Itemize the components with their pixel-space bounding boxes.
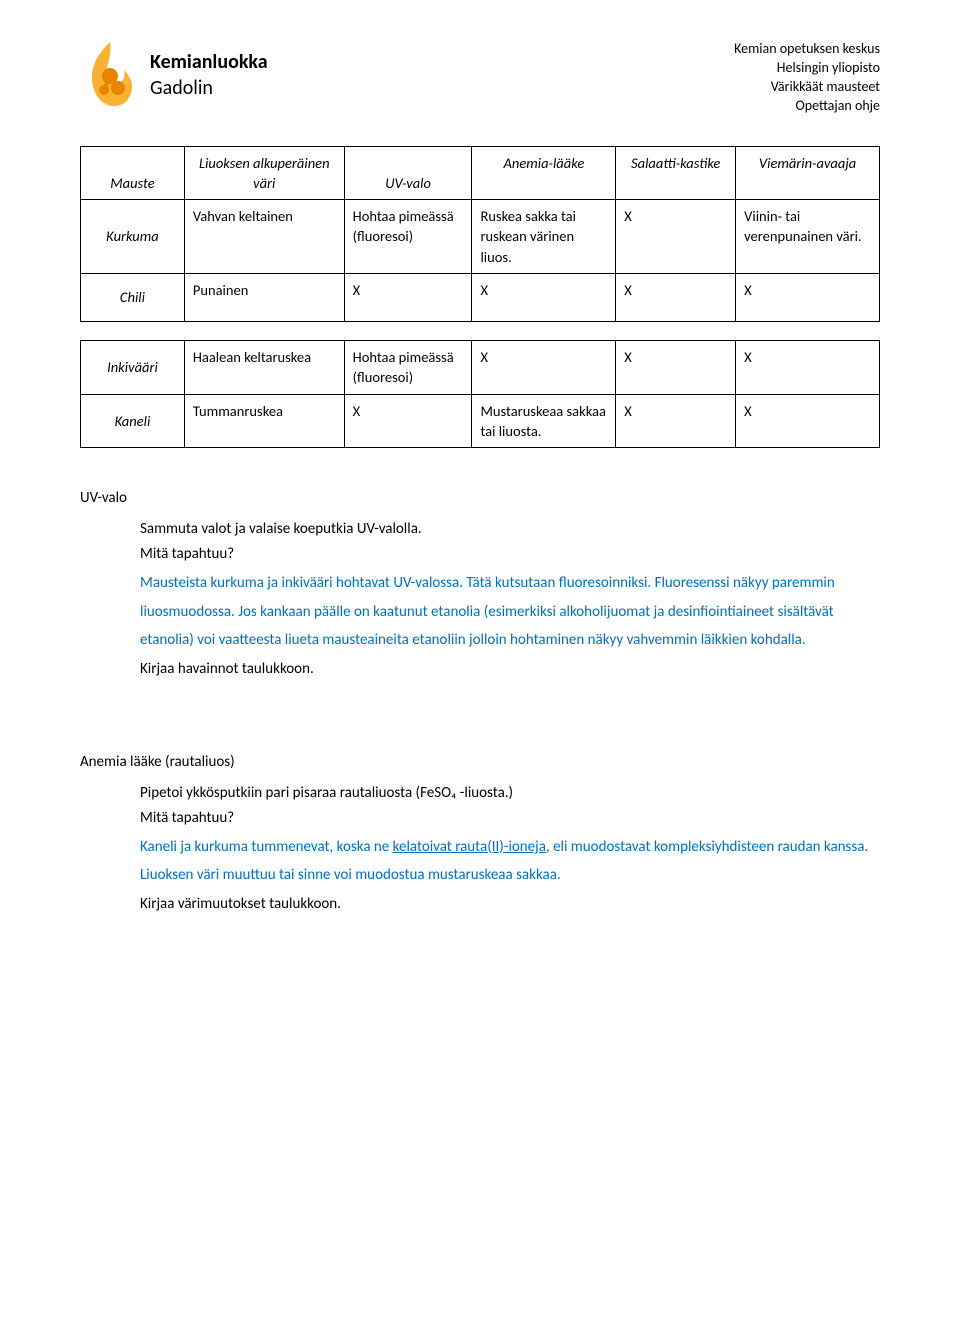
cell: X [472, 341, 616, 395]
col-header: Viemärin-avaaja [736, 146, 880, 200]
anemia-p1: Pipetoi ykkösputkiin pari pisaraa rautal… [140, 783, 880, 804]
cell: Hohtaa pimeässä (fluoresoi) [344, 341, 472, 395]
cell: Viinin- tai verenpunainen väri. [736, 200, 880, 274]
anemia-p3a: Kaneli ja kurkuma tummenevat, koska ne [140, 838, 393, 856]
row-label: Chili [81, 274, 185, 322]
anemia-p4: Kirjaa värimuutokset taulukkoon. [140, 894, 880, 915]
header-right-line: Kemian opetuksen keskus [734, 40, 880, 59]
cell: X [616, 394, 736, 448]
uv-section-title: UV-valo [80, 488, 880, 509]
cell: Vahvan keltainen [184, 200, 344, 274]
table-header-row: Mauste Liuoksen alkuperäinen väri UV-val… [81, 146, 880, 200]
page-header: Kemianluokka Gadolin Kemian opetuksen ke… [80, 40, 880, 116]
cell: Hohtaa pimeässä (fluoresoi) [344, 200, 472, 274]
flame-logo-icon [80, 40, 140, 110]
table-row: Kaneli Tummanruskea X Mustaruskeaa sakka… [81, 394, 880, 448]
cell: X [616, 200, 736, 274]
cell: X [736, 341, 880, 395]
header-right-line: Värikkäät mausteet [734, 78, 880, 97]
table-row: Inkivääri Haalean keltaruskea Hohtaa pim… [81, 341, 880, 395]
header-right-line: Opettajan ohje [734, 97, 880, 116]
spice-table-2: Inkivääri Haalean keltaruskea Hohtaa pim… [80, 340, 880, 448]
cell: Tummanruskea [184, 394, 344, 448]
cell: X [616, 274, 736, 322]
spice-table-1: Mauste Liuoksen alkuperäinen väri UV-val… [80, 146, 880, 322]
cell: Ruskea sakka tai ruskean värinen liuos. [472, 200, 616, 274]
anemia-p3: Kaneli ja kurkuma tummenevat, koska ne k… [140, 833, 880, 890]
anemia-link[interactable]: kelatoivat rauta(II)-ioneja [393, 838, 546, 856]
anemia-p2: Mitä tapahtuu? [140, 808, 880, 829]
col-header: Mauste [81, 146, 185, 200]
cell: X [344, 394, 472, 448]
table-row: Kurkuma Vahvan keltainen Hohtaa pimeässä… [81, 200, 880, 274]
anemia-section-title: Anemia lääke (rautaliuos) [80, 752, 880, 773]
logo-block: Kemianluokka Gadolin [80, 40, 268, 110]
header-right-line: Helsingin yliopisto [734, 59, 880, 78]
cell: X [616, 341, 736, 395]
col-header: UV-valo [344, 146, 472, 200]
row-label: Kaneli [81, 394, 185, 448]
cell: X [736, 274, 880, 322]
col-header: Anemia-lääke [472, 146, 616, 200]
logo-text: Kemianluokka Gadolin [150, 40, 268, 102]
row-label: Inkivääri [81, 341, 185, 395]
cell: X [736, 394, 880, 448]
uv-p1: Sammuta valot ja valaise koeputkia UV-va… [140, 519, 880, 540]
cell: Punainen [184, 274, 344, 322]
col-header: Salaatti-kastike [616, 146, 736, 200]
top-right-info: Kemian opetuksen keskus Helsingin yliopi… [734, 40, 880, 116]
cell: Mustaruskeaa sakkaa tai liuosta. [472, 394, 616, 448]
table-row: Chili Punainen X X X X [81, 274, 880, 322]
row-label: Kurkuma [81, 200, 185, 274]
col-header: Liuoksen alkuperäinen väri [184, 146, 344, 200]
uv-section-body: Sammuta valot ja valaise koeputkia UV-va… [140, 519, 880, 680]
cell: X [344, 274, 472, 322]
cell: Haalean keltaruskea [184, 341, 344, 395]
uv-p4: Kirjaa havainnot taulukkoon. [140, 659, 880, 680]
cell: X [472, 274, 616, 322]
logo-line2: Gadolin [150, 74, 268, 102]
logo-line1: Kemianluokka [150, 48, 268, 76]
anemia-section-body: Pipetoi ykkösputkiin pari pisaraa rautal… [140, 783, 880, 915]
uv-p2: Mitä tapahtuu? [140, 544, 880, 565]
uv-p3: Mausteista kurkuma ja inkivääri hohtavat… [140, 569, 880, 655]
